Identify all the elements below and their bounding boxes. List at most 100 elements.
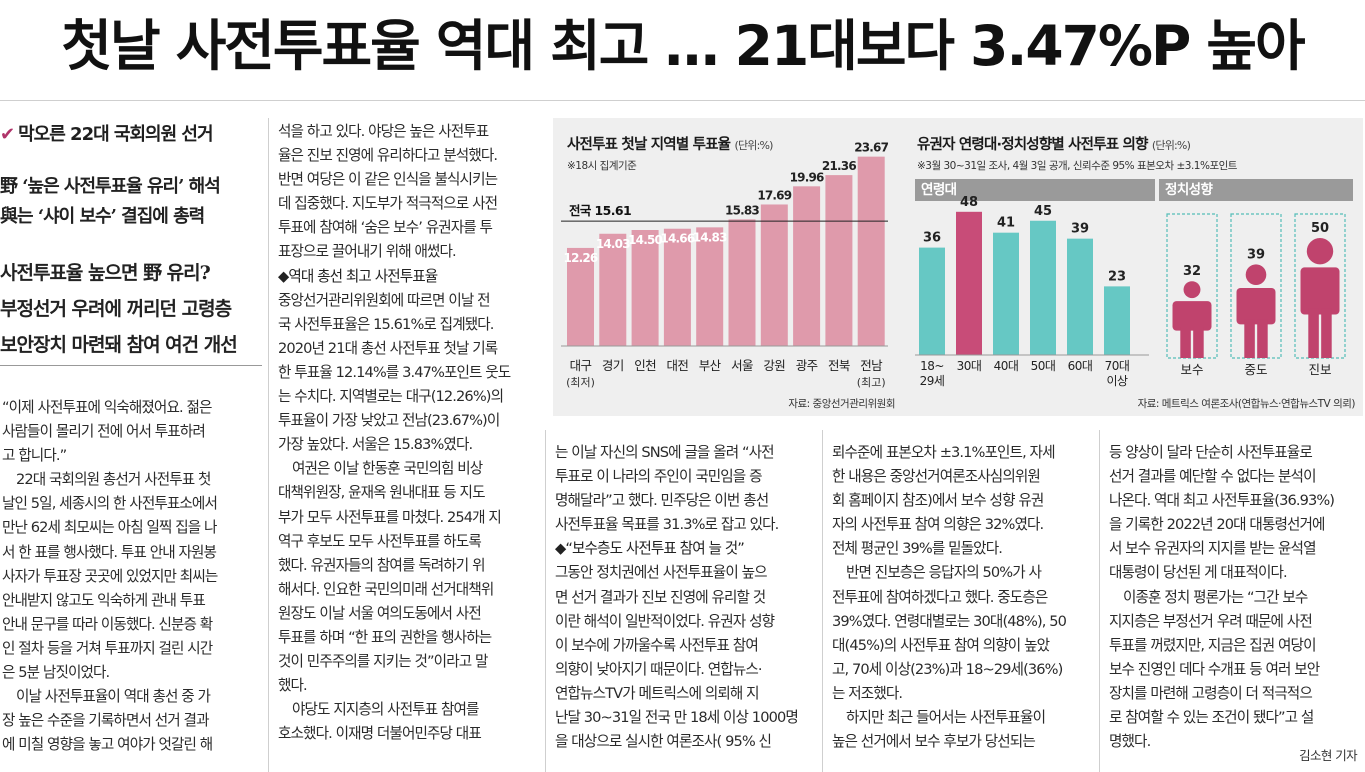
bar-부산	[696, 227, 724, 346]
category-label: 30대	[957, 359, 982, 373]
text-line: 안내 문구를 따라 이동했다. 신분증 확	[2, 615, 213, 633]
text-line: 선거 결과를 예단할 수 없다는 분석이	[1109, 468, 1316, 486]
text-line: 해서다. 인요한 국민의미래 선거대책위	[278, 580, 494, 598]
text-line: 전체 평균인 39%를 밑돌았다.	[832, 540, 1003, 558]
text-line: 부가 모두 사전투표를 마쳤다. 254개 지	[278, 508, 502, 526]
text-line: 사람들이 몰리기 전에 어서 투표하려	[2, 423, 206, 441]
text-line: 사자가 투표장 곳곳에 있었지만 최씨는	[2, 567, 218, 585]
text-line: 석을 하고 있다. 야당은 높은 사전투표	[278, 123, 489, 140]
text-line: 서 보수 유권자의 지지를 받는 윤석열	[1109, 540, 1316, 558]
text-line: 투표에 참여해 ‘숨은 보수’ 유권자를 투	[278, 219, 493, 237]
check-icon: ✔	[0, 124, 15, 145]
text-line: 전투표에 참여하겠다고 했다. 중도층은	[832, 588, 1048, 606]
text-line: 보수 진영인 데다 수개표 등 여러 보안	[1109, 660, 1320, 678]
bar-강원	[760, 204, 788, 346]
kicker-text: 막오른 22대 국회의원 선거	[18, 124, 213, 145]
text-line: 데 집중했다. 지도부가 적극적으로 사전	[278, 195, 498, 213]
text-line: 사전투표율 목표를 31.3%로 잡고 있다.	[555, 516, 779, 534]
chart-note: ※18시 집계기준	[567, 160, 637, 172]
value-label: 12.26	[564, 251, 598, 265]
person-leg	[1180, 326, 1191, 358]
chart-title: 사전투표 첫날 지역별 투표율 (단위:%)	[567, 133, 773, 154]
text-line: 했다. 유권자들의 참여를 독려하기 위	[278, 556, 485, 574]
subhead-line: 보안장치 마련돼 참여 여건 개선	[0, 334, 238, 356]
text-line: 연합뉴스TV가 메트릭스에 의뢰해 지	[555, 684, 760, 702]
text-line: 는 저조했다.	[832, 684, 903, 702]
text-line: 날인 5일, 세종시의 한 사전투표소에서	[2, 495, 218, 513]
kicker: ✔ 막오른 22대 국회의원 선거	[0, 120, 270, 146]
text-line: 투표율이 가장 낮았고 전남(23.67%)이	[278, 412, 500, 430]
text-line: 는 이날 자신의 SNS에 글을 올려 “사전	[555, 444, 775, 461]
category-label: 40대	[994, 359, 1019, 373]
value-label: 19.96	[790, 170, 824, 184]
value-label: 15.83	[725, 203, 759, 217]
category-note: (최저)	[566, 376, 595, 389]
chart-source: 자료: 메트릭스 여론조사(연합뉴스·연합뉴스TV 의뢰)	[1137, 398, 1356, 410]
text-line: 면 선거 결과가 진보 진영에 유리할 것	[555, 588, 766, 606]
value-label: 48	[960, 195, 978, 210]
text-line: 등 양상이 달라 단순히 사전투표율로	[1109, 444, 1313, 461]
text-line: 로 참여할 수 있는 조건이 됐다”고 설	[1109, 709, 1314, 727]
text-line: 투표로 이 나라의 주인이 국민임을 증	[555, 468, 762, 486]
category-label: 전북	[828, 358, 850, 373]
value-label: 36	[923, 231, 941, 246]
age-bar-2	[993, 232, 1019, 355]
text-line: 한 내용은 중앙선거여론조사심의위원	[832, 468, 1041, 486]
text-line: 원장도 이날 서울 여의도동에서 사전	[278, 604, 482, 622]
category-label: 부산	[699, 358, 722, 373]
body-column-1: “이제 사전투표에 익숙해졌어요. 젊은 사람들이 몰리기 전에 어서 투표하려…	[2, 396, 264, 757]
text-line: 반면 진보층은 응답자의 50%가 사	[846, 564, 1042, 582]
value-label: 39	[1071, 222, 1089, 237]
subhead-line: 부정선거 우려에 꺼리던 고령층	[0, 298, 232, 320]
chart-title-text: 유권자 연령대·정치성향별 사전투표 의향	[917, 137, 1148, 153]
value-label: 14.50	[628, 233, 662, 247]
category-label: 29세	[920, 374, 945, 388]
text-line: 장 높은 수준을 기록하면서 선거 결과	[2, 712, 209, 730]
bar-인천	[631, 230, 659, 346]
text-line: 이종훈 정치 평론가는 “그간 보수	[1123, 588, 1308, 606]
value-label: 23.67	[854, 141, 888, 155]
political-orientation-tag: 정치성향	[1159, 179, 1353, 201]
body-column-3: 는 이날 자신의 SNS에 글을 올려 “사전 투표로 이 나라의 주인이 국민…	[555, 441, 817, 754]
chart-source: 자료: 중앙선거관리위원회	[788, 398, 895, 410]
value-label: 17.69	[757, 188, 791, 202]
category-label: 70대	[1105, 359, 1130, 373]
body-column-5: 등 양상이 달라 단순히 사전투표율로 선거 결과를 예단할 수 없다는 분석이…	[1109, 441, 1363, 754]
value-label: 45	[1034, 204, 1052, 219]
text-line: 2020년 21대 총선 사전투표 첫날 기록	[278, 339, 498, 357]
text-line: 자의 사전투표 참여 의향은 32%였다.	[832, 516, 1044, 534]
person-head	[1183, 281, 1201, 299]
text-line: 투표를 꺼렸지만, 지금은 집권 여당이	[1109, 636, 1316, 654]
age-bar-1	[956, 211, 982, 355]
category-label: 광주	[796, 358, 818, 373]
voter-intent-chart-panel: 유권자 연령대·정치성향별 사전투표 의향 (단위:%) ※3월 30~31일 …	[905, 118, 1363, 416]
person-body	[1300, 267, 1340, 315]
text-line: 에 미칠 영향을 놓고 여야가 엇갈린 해	[2, 736, 213, 754]
text-line: 회 홈페이지 참조)에서 보수 성향 유권	[832, 492, 1044, 510]
national-average-label: 전국 15.61	[569, 203, 631, 218]
person-leg	[1257, 319, 1268, 358]
text-line: “이제 사전투표에 익숙해졌어요. 젊은	[2, 399, 212, 416]
body-column-4: 뢰수준에 표본오차 ±3.1%포인트, 자세 한 내용은 중앙선거여론조사심의위…	[832, 441, 1094, 754]
text-line: 대통령이 당선된 게 대표적이다.	[1109, 564, 1288, 582]
category-label: 진보	[1308, 362, 1331, 377]
text-line: 22대 국회의원 총선거 사전투표 첫	[16, 471, 211, 489]
byline: 김소현 기자	[1299, 748, 1357, 763]
text-line: 이란 해석이 일반적이었다. 유권자 성향	[555, 612, 775, 630]
person-leg	[1193, 326, 1204, 358]
chart-title-text: 사전투표 첫날 지역별 투표율	[567, 137, 731, 153]
text-line: 명했다.	[1109, 733, 1151, 751]
headline-rule	[0, 100, 1365, 101]
category-label: 전남	[860, 358, 883, 373]
value-label: 14.66	[660, 232, 694, 246]
person-leg	[1308, 308, 1319, 358]
value-label: 41	[997, 216, 1015, 231]
category-note: (최고)	[857, 376, 886, 389]
subhead-rule	[0, 365, 262, 366]
category-label: 대구	[570, 358, 592, 373]
text-line: 하지만 최근 들어서는 사전투표율이	[846, 709, 1046, 727]
text-line: 했다.	[278, 677, 308, 695]
text-line: 는 수치다. 지역별로는 대구(12.26%)의	[278, 388, 504, 406]
column-rule	[545, 430, 546, 772]
text-line: 호소했다. 이재명 더불어민주당 대표	[278, 725, 482, 743]
